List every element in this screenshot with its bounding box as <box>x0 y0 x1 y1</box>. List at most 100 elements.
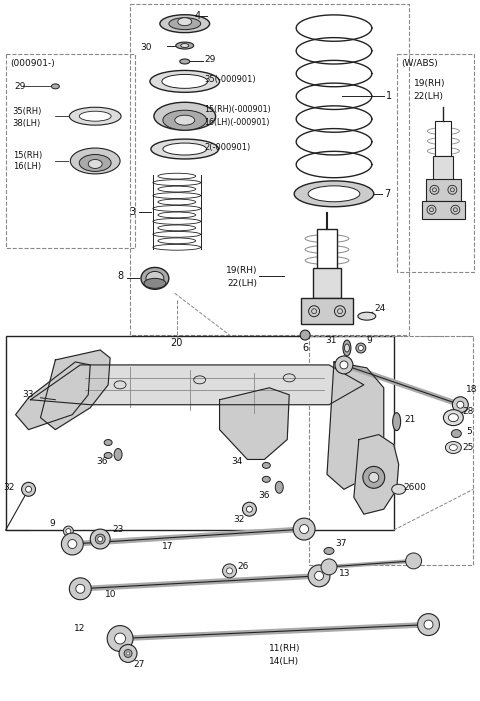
Bar <box>130 4 408 335</box>
Ellipse shape <box>445 442 461 454</box>
Ellipse shape <box>343 340 351 356</box>
Ellipse shape <box>324 547 334 554</box>
Ellipse shape <box>162 74 208 88</box>
Bar <box>301 298 353 324</box>
Ellipse shape <box>451 430 461 437</box>
Ellipse shape <box>314 571 324 580</box>
Ellipse shape <box>308 565 330 587</box>
Ellipse shape <box>448 414 458 421</box>
Ellipse shape <box>151 139 218 159</box>
Ellipse shape <box>95 534 105 544</box>
Text: 10: 10 <box>105 590 117 599</box>
Ellipse shape <box>163 143 206 155</box>
Text: 15(RH): 15(RH) <box>12 151 42 160</box>
Ellipse shape <box>300 524 309 533</box>
Ellipse shape <box>63 526 73 536</box>
Text: 17: 17 <box>162 543 174 552</box>
Ellipse shape <box>452 397 468 413</box>
Ellipse shape <box>276 482 283 494</box>
Ellipse shape <box>104 440 112 446</box>
Text: 8: 8 <box>117 271 123 281</box>
Ellipse shape <box>340 361 348 369</box>
Bar <box>6 336 394 530</box>
Ellipse shape <box>223 564 237 578</box>
Ellipse shape <box>144 278 166 288</box>
Bar <box>421 200 465 219</box>
Text: 20: 20 <box>170 338 183 348</box>
Text: (W/ABS): (W/ABS) <box>402 59 438 68</box>
Ellipse shape <box>406 553 421 569</box>
Text: 16(LH)(-000901): 16(LH)(-000901) <box>204 118 270 127</box>
Text: 34: 34 <box>231 457 243 466</box>
Bar <box>433 156 454 180</box>
Text: 3: 3 <box>129 207 135 217</box>
Ellipse shape <box>119 644 137 662</box>
Text: 35(RH): 35(RH) <box>12 107 42 116</box>
Ellipse shape <box>300 330 310 340</box>
Text: 27: 27 <box>133 660 144 669</box>
Text: 32: 32 <box>3 483 14 492</box>
Polygon shape <box>354 435 399 514</box>
Bar <box>309 336 473 565</box>
Text: 26: 26 <box>238 562 249 571</box>
Text: 7: 7 <box>384 189 390 199</box>
Text: 11(RH): 11(RH) <box>268 644 300 653</box>
Ellipse shape <box>363 466 385 489</box>
Text: 33: 33 <box>23 390 34 400</box>
Ellipse shape <box>263 477 270 482</box>
Ellipse shape <box>76 585 85 593</box>
Ellipse shape <box>66 529 71 533</box>
Ellipse shape <box>180 59 190 64</box>
Bar <box>6 53 135 247</box>
Bar <box>425 179 461 200</box>
Ellipse shape <box>61 533 83 555</box>
Ellipse shape <box>449 444 457 451</box>
Ellipse shape <box>418 613 440 636</box>
Ellipse shape <box>114 449 122 461</box>
Bar <box>435 121 451 156</box>
Ellipse shape <box>175 115 195 125</box>
Ellipse shape <box>227 568 232 574</box>
Text: 12: 12 <box>74 624 85 633</box>
Text: 38(LH): 38(LH) <box>12 118 41 128</box>
Ellipse shape <box>169 18 201 29</box>
Text: 19(RH): 19(RH) <box>226 266 257 275</box>
Ellipse shape <box>294 181 374 207</box>
Ellipse shape <box>242 502 256 516</box>
Text: 32: 32 <box>233 515 244 524</box>
Ellipse shape <box>124 649 132 658</box>
Ellipse shape <box>444 409 463 426</box>
Ellipse shape <box>104 452 112 458</box>
Ellipse shape <box>345 344 349 352</box>
Text: 37: 37 <box>335 538 347 547</box>
Text: 23: 23 <box>112 524 123 533</box>
Ellipse shape <box>98 536 103 541</box>
Text: 35(-000901): 35(-000901) <box>204 75 256 84</box>
Ellipse shape <box>146 271 164 285</box>
Ellipse shape <box>424 620 433 629</box>
Ellipse shape <box>457 401 464 408</box>
Ellipse shape <box>358 312 376 320</box>
Text: (000901-): (000901-) <box>11 59 55 68</box>
Ellipse shape <box>115 633 126 644</box>
Ellipse shape <box>393 413 401 430</box>
Ellipse shape <box>246 506 252 512</box>
Text: 30: 30 <box>140 43 152 52</box>
Text: 29: 29 <box>204 55 216 64</box>
Text: 18: 18 <box>466 386 478 394</box>
Ellipse shape <box>356 343 366 353</box>
Text: 15(RH)(-000901): 15(RH)(-000901) <box>204 104 271 114</box>
Ellipse shape <box>160 15 210 33</box>
Text: 25: 25 <box>462 443 474 452</box>
Text: 1: 1 <box>386 91 392 102</box>
Bar <box>396 53 474 273</box>
Bar <box>317 229 337 271</box>
Text: 6: 6 <box>302 343 308 353</box>
Text: 9: 9 <box>49 519 55 528</box>
Text: 28: 28 <box>462 407 474 416</box>
Polygon shape <box>40 350 110 430</box>
Ellipse shape <box>181 43 189 48</box>
Ellipse shape <box>79 154 111 172</box>
Text: 13: 13 <box>339 569 350 578</box>
Text: 2600: 2600 <box>404 483 427 492</box>
